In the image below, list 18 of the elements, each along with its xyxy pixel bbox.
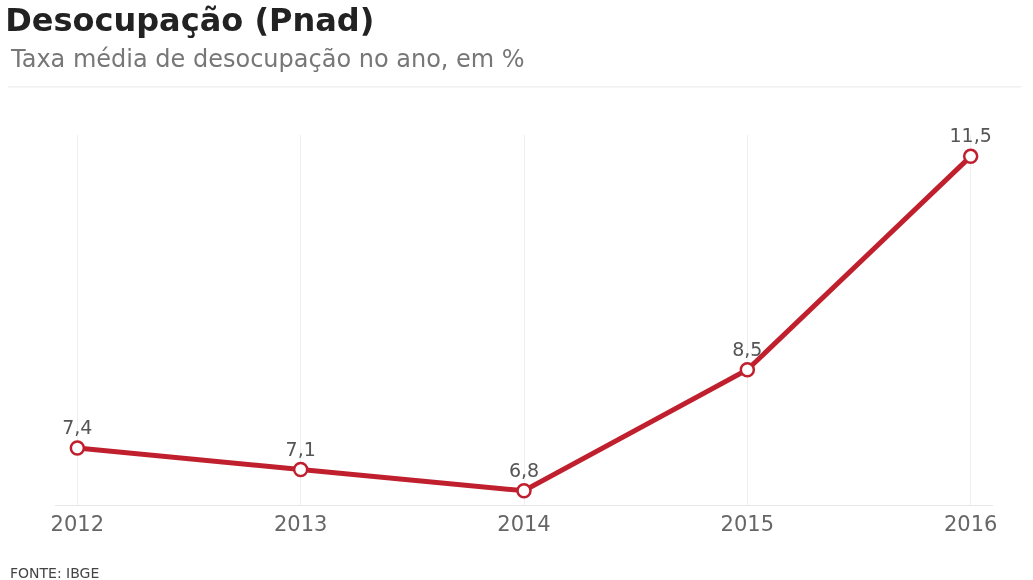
data-label: 7,1 xyxy=(285,437,316,460)
chart-subtitle: Taxa média de desocupação no ano, em % xyxy=(10,45,525,73)
data-label: 6,8 xyxy=(508,458,540,481)
point xyxy=(962,148,979,165)
point xyxy=(516,483,532,499)
x-tick-label: 2016 xyxy=(943,512,998,537)
point xyxy=(739,362,756,378)
x-tick-label: 2012 xyxy=(50,512,105,537)
data-label: 11,5 xyxy=(949,124,992,147)
data-label: 7,4 xyxy=(62,416,93,439)
x-tick-label: 2014 xyxy=(497,512,551,537)
data-label: 8,5 xyxy=(732,337,763,360)
point xyxy=(69,440,86,456)
source-note: FONTE: IBGE xyxy=(10,565,100,580)
x-tick-label: 2015 xyxy=(720,512,775,537)
point xyxy=(292,461,309,478)
chart-title: Desocupação (Pnad) xyxy=(5,1,375,40)
x-tick-label: 2013 xyxy=(273,512,328,537)
